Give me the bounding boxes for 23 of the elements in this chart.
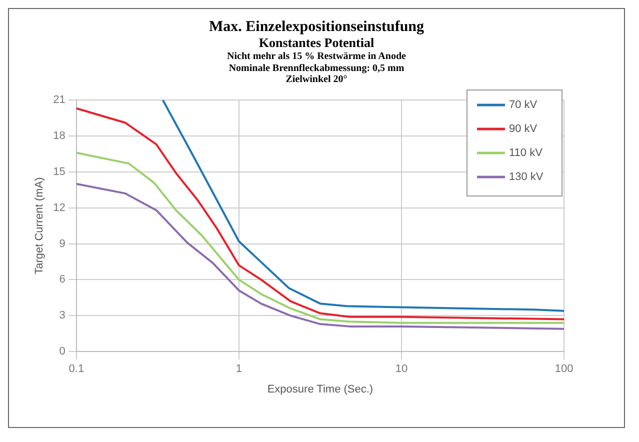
legend-label: 130 kV bbox=[509, 170, 544, 183]
text: Nominale Brennfleckabmessung: 0,5 mm bbox=[228, 62, 406, 74]
legend-label: 90 kV bbox=[509, 122, 538, 135]
chart-subtitle: Konstantes Potential bbox=[258, 35, 376, 52]
x-axis-title: Exposure Time (Sec.) bbox=[267, 383, 374, 396]
y-tick-label: 18 bbox=[53, 130, 66, 142]
x-tick-label: 0.1 bbox=[68, 362, 84, 375]
legend-label: 70 kV bbox=[509, 98, 538, 111]
y-tick-label: 3 bbox=[59, 309, 66, 322]
chart-title: Max. Einzelexpositionseinstufung bbox=[208, 19, 426, 36]
x-tick-label: 10 bbox=[395, 362, 408, 375]
y-tick-label: 0 bbox=[59, 345, 66, 358]
text: Nicht mehr als 15 % Restwärme in Anode bbox=[226, 51, 407, 63]
text: Zielwinkel 20° bbox=[284, 74, 348, 86]
y-tick-label: 6 bbox=[59, 273, 66, 286]
x-tick-label: 100 bbox=[554, 362, 574, 375]
legend-label: 110 kV bbox=[509, 146, 544, 159]
y-tick-label: 12 bbox=[53, 202, 66, 214]
y-tick-label: 21 bbox=[53, 94, 66, 106]
y-axis-title: Target Current (mA) bbox=[34, 176, 46, 274]
y-tick-label: 9 bbox=[59, 237, 66, 250]
y-tick-label: 15 bbox=[53, 166, 66, 178]
x-tick-label: 1 bbox=[236, 362, 242, 375]
